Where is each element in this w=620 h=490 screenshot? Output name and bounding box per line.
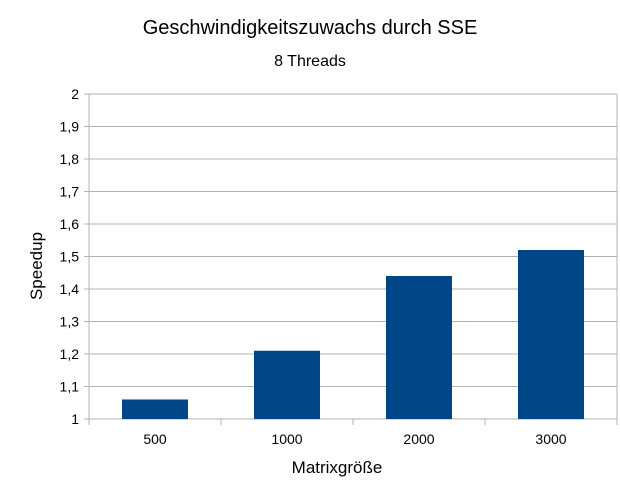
y-tick-label: 1,6	[60, 216, 80, 232]
chart-title: Geschwindigkeitszuwachs durch SSE	[142, 17, 478, 39]
bars	[122, 250, 584, 419]
bar-2000	[386, 276, 452, 419]
y-tick-label: 1	[71, 411, 79, 427]
y-tick-label: 1,2	[60, 346, 80, 362]
x-tick-label: 3000	[535, 431, 566, 447]
bar-3000	[518, 250, 584, 419]
chart-subtitle: 8 Threads	[274, 53, 346, 70]
x-tick-label: 500	[143, 431, 167, 447]
bar-1000	[254, 350, 320, 419]
y-tick-label: 1,3	[60, 314, 80, 330]
x-tick-label: 2000	[403, 431, 434, 447]
y-tick-label: 1,9	[60, 119, 80, 135]
bar-500	[122, 399, 188, 419]
y-tick-label: 1,5	[60, 249, 80, 265]
y-tick-label: 1,1	[60, 379, 80, 395]
x-tick-label: 1000	[271, 431, 302, 447]
tick-labels: 1 1,1 1,2 1,3 1,4 1,5 1,6 1,7 1,8 1,9 2 500 1000 2000…	[60, 86, 567, 447]
axes	[88, 94, 618, 425]
y-tick-label: 1,8	[60, 151, 80, 167]
x-axis-title: Matrixgröße	[292, 458, 383, 477]
y-tick-label: 1,4	[60, 281, 80, 297]
y-tick-label: 2	[71, 86, 79, 102]
y-axis-title: Speedup	[27, 232, 46, 300]
y-tick-label: 1,7	[60, 184, 80, 200]
